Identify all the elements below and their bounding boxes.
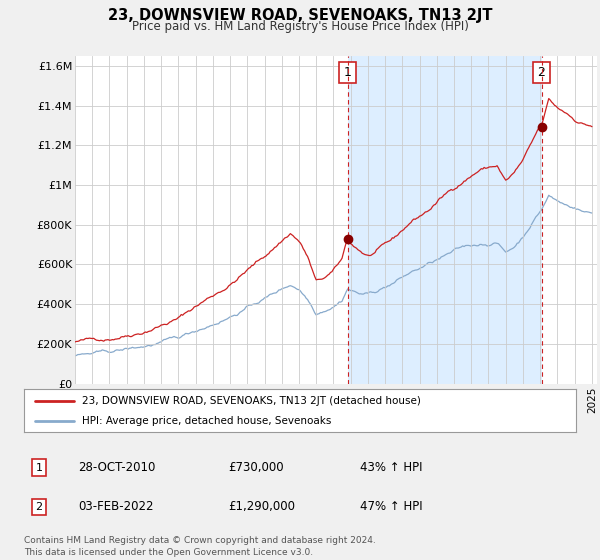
Text: 1: 1 bbox=[35, 463, 43, 473]
Text: Price paid vs. HM Land Registry's House Price Index (HPI): Price paid vs. HM Land Registry's House … bbox=[131, 20, 469, 32]
Text: HPI: Average price, detached house, Sevenoaks: HPI: Average price, detached house, Seve… bbox=[82, 417, 331, 426]
Text: 2: 2 bbox=[538, 66, 545, 79]
Text: 1: 1 bbox=[344, 66, 352, 79]
Text: 43% ↑ HPI: 43% ↑ HPI bbox=[360, 461, 422, 474]
Text: 23, DOWNSVIEW ROAD, SEVENOAKS, TN13 2JT: 23, DOWNSVIEW ROAD, SEVENOAKS, TN13 2JT bbox=[108, 8, 492, 24]
Text: 28-OCT-2010: 28-OCT-2010 bbox=[78, 461, 155, 474]
Bar bbox=[348, 56, 542, 384]
Text: 23, DOWNSVIEW ROAD, SEVENOAKS, TN13 2JT (detached house): 23, DOWNSVIEW ROAD, SEVENOAKS, TN13 2JT … bbox=[82, 396, 421, 406]
Text: 03-FEB-2022: 03-FEB-2022 bbox=[78, 500, 154, 514]
Text: 47% ↑ HPI: 47% ↑ HPI bbox=[360, 500, 422, 514]
Text: £730,000: £730,000 bbox=[228, 461, 284, 474]
Text: Contains HM Land Registry data © Crown copyright and database right 2024.
This d: Contains HM Land Registry data © Crown c… bbox=[24, 536, 376, 557]
Text: 2: 2 bbox=[35, 502, 43, 512]
Text: £1,290,000: £1,290,000 bbox=[228, 500, 295, 514]
